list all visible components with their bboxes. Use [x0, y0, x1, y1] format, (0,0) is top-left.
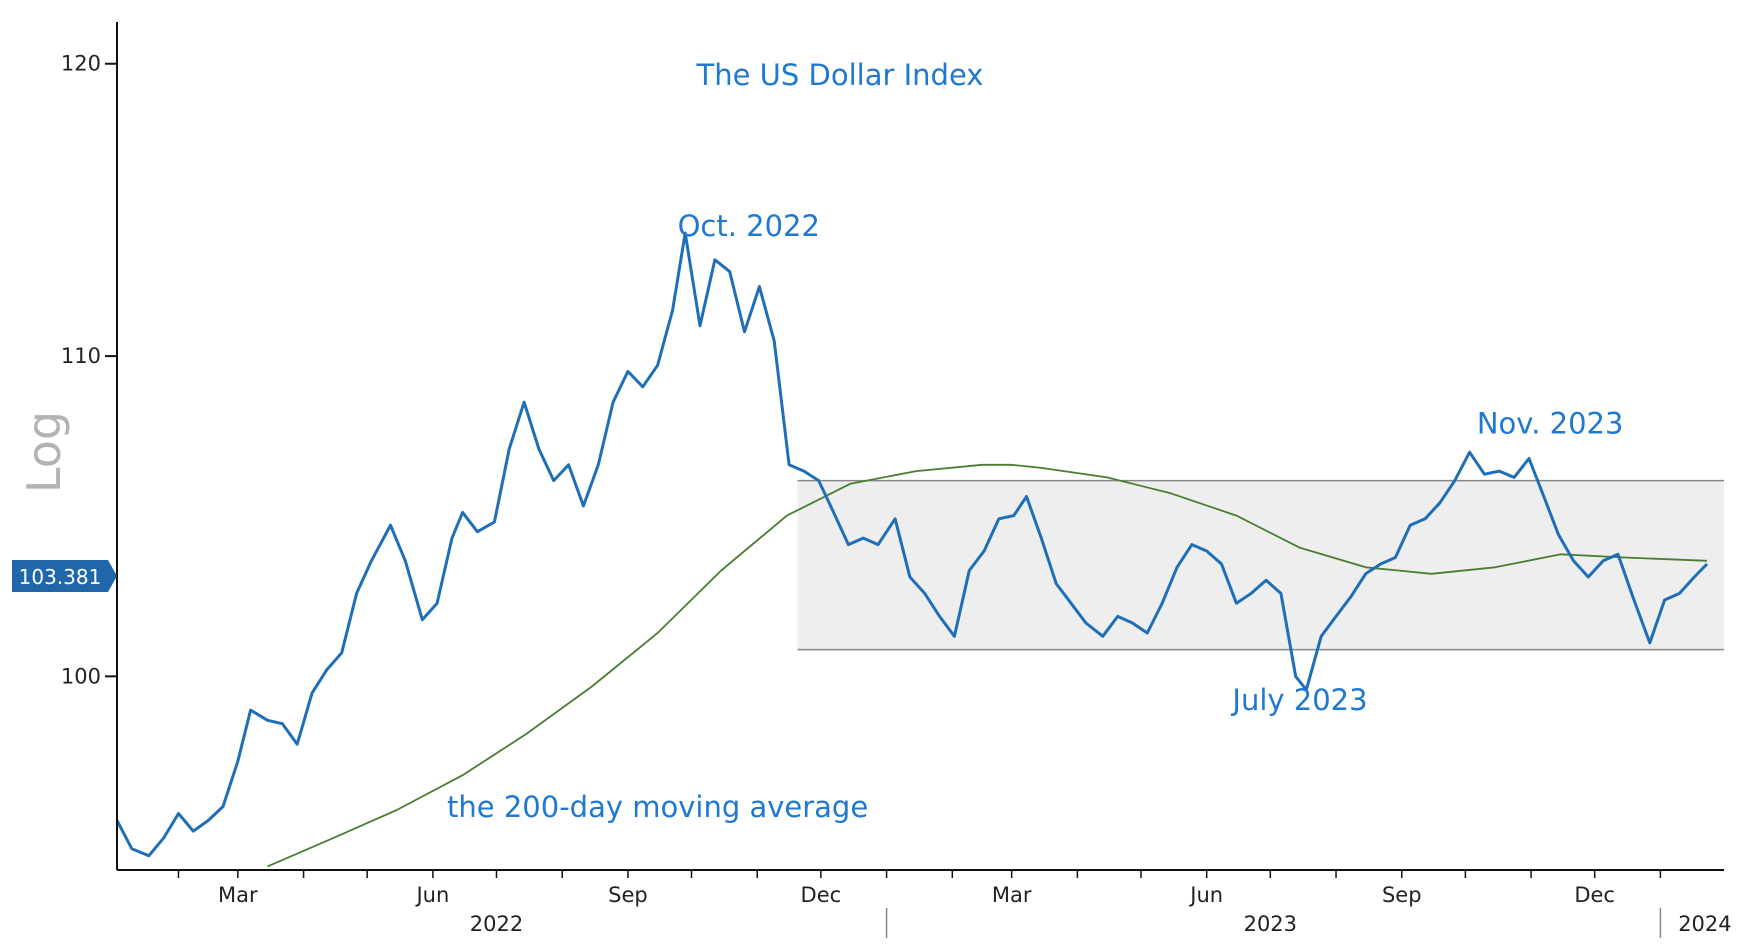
- annotation-label: the 200-day moving average: [447, 790, 868, 824]
- x-year-label: 2024: [1678, 912, 1731, 936]
- x-tick-label: Jun: [414, 883, 449, 907]
- y-tick-label: 100: [61, 664, 101, 688]
- x-tick-label: Dec: [1574, 883, 1615, 907]
- y-tick-label: 110: [61, 344, 101, 368]
- moving-average-layer: [267, 463, 1708, 868]
- axes: [116, 22, 1724, 871]
- moving-average-line: [267, 463, 1708, 868]
- annotations-layer: Oct. 2022 Nov. 2023 July 2023 the 200-day m…: [447, 209, 1623, 824]
- annotation-label: Oct. 2022: [678, 209, 820, 243]
- y-tick-label: 120: [61, 52, 101, 76]
- y-ticks: 100 110 120: [61, 52, 117, 688]
- range-box-layer: [797, 479, 1724, 651]
- x-ticks: Mar Jun Sep Dec Mar Jun Sep Dec 2022 2023 2024: [177, 870, 1732, 938]
- x-tick-label: Jun: [1188, 883, 1223, 907]
- y-axis-label: Log: [17, 411, 71, 493]
- x-tick-label: Dec: [801, 883, 842, 907]
- x-tick-label: Sep: [608, 883, 648, 907]
- last-value-label: 103.381: [19, 565, 102, 589]
- annotation-label: July 2023: [1230, 683, 1367, 717]
- x-year-label: 2023: [1244, 912, 1297, 936]
- last-value-badge-shape: [12, 560, 117, 592]
- range-box: [797, 480, 1724, 650]
- x-tick-label: Sep: [1382, 883, 1422, 907]
- x-tick-label: Mar: [992, 883, 1032, 907]
- x-tick-label: Mar: [218, 883, 258, 907]
- annotation-label: Nov. 2023: [1477, 406, 1624, 440]
- last-value-badge: 103.381: [12, 560, 117, 592]
- price-line-layer: [115, 231, 1709, 858]
- dollar-index-line: [115, 231, 1709, 858]
- x-year-label: 2022: [470, 912, 523, 936]
- chart-title: The US Dollar Index: [696, 58, 984, 92]
